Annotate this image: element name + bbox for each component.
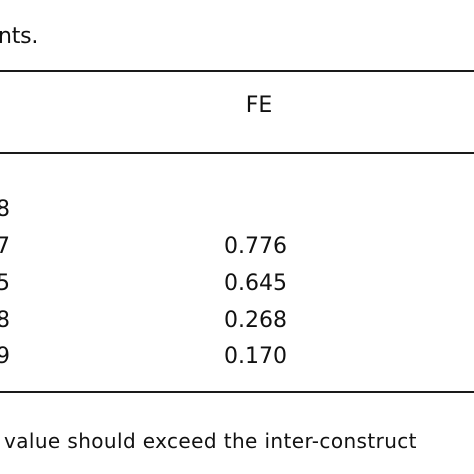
left-cell: 7: [0, 234, 10, 259]
left-cell: 5: [0, 271, 10, 296]
left-cell: 9: [0, 344, 10, 369]
table-top-rule: [0, 70, 474, 72]
table-bottom-rule: [0, 391, 474, 393]
table-row: 7 0.776: [0, 232, 474, 262]
table-header-rule: [0, 152, 474, 154]
fe-cell: 0.645: [224, 271, 287, 296]
table-row: 5 0.645: [0, 269, 474, 299]
table-footnote: value should exceed the inter-construct: [4, 429, 417, 453]
left-cell: 8: [0, 308, 10, 333]
fe-cell: 0.170: [224, 344, 287, 369]
left-cell: 8: [0, 197, 10, 222]
table-row: 9 0.170: [0, 342, 474, 372]
table-row: 8 0.268: [0, 306, 474, 336]
table-caption: nts.: [0, 24, 39, 49]
table-row: 8: [0, 195, 474, 225]
fe-cell: 0.268: [224, 308, 287, 333]
fe-column-header: FE: [245, 93, 273, 118]
fe-cell: 0.776: [224, 234, 287, 259]
